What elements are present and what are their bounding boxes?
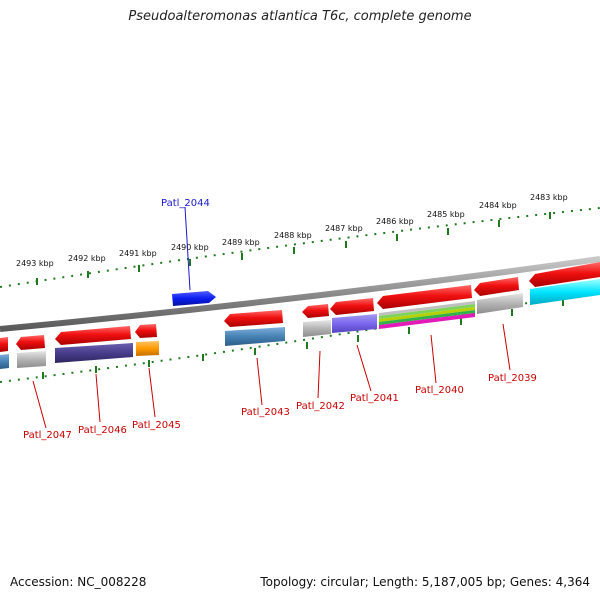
gene-arrow[interactable]: [0, 337, 8, 352]
category-band: [379, 304, 475, 319]
gene-arrow[interactable]: [302, 304, 329, 318]
genome-summary-text: Topology: circular; Length: 5,187,005 bp…: [260, 575, 590, 589]
gene-label-patl-2044[interactable]: Patl_2044: [161, 198, 210, 209]
gene-arrow[interactable]: [474, 277, 519, 296]
category-band: [379, 310, 475, 325]
gene-label-patl-2041[interactable]: Patl_2041: [350, 393, 399, 404]
category-band: [332, 314, 377, 333]
gene-label-patl-2045[interactable]: Patl_2045: [132, 420, 181, 431]
kbp-labels: 2493 kbp 2492 kbp 2491 kbp 2490 kbp 2489…: [16, 193, 568, 268]
gene-arrow[interactable]: [377, 285, 472, 309]
label-leader-lines: [32, 206, 511, 429]
gene-label-patl-2040[interactable]: Patl_2040: [415, 385, 464, 396]
gene-label-patl-2046[interactable]: Patl_2046: [78, 425, 127, 436]
gene-label-patl-2039[interactable]: Patl_2039: [488, 373, 537, 384]
category-band: [136, 341, 159, 356]
kbp-label: 2483 kbp: [530, 193, 568, 202]
gene-arrow[interactable]: [529, 262, 600, 287]
gene-arrow[interactable]: [224, 310, 283, 327]
gene-label-patl-2043[interactable]: Patl_2043: [241, 407, 290, 418]
gene-arrow[interactable]: [135, 324, 157, 338]
category-band: [55, 343, 133, 363]
category-band: [17, 351, 46, 368]
gene-arrows: [0, 262, 600, 352]
genome-backbone: [0, 256, 600, 332]
gene-arrow[interactable]: [16, 335, 45, 350]
gene-label-patl-2042[interactable]: Patl_2042: [296, 401, 345, 412]
gene-label-patl-2047[interactable]: Patl_2047: [23, 430, 72, 441]
kbp-label: 2486 kbp: [376, 217, 414, 226]
category-band: [303, 320, 331, 337]
kbp-label: 2485 kbp: [427, 210, 465, 219]
kbp-label: 2484 kbp: [479, 201, 517, 210]
map-title: Pseudoalteromonas atlantica T6c, complet…: [128, 9, 472, 24]
category-bands: [0, 279, 600, 369]
category-band: [379, 301, 475, 316]
gene-arrow[interactable]: [55, 326, 131, 345]
kbp-label: 2493 kbp: [16, 259, 54, 268]
kbp-label: 2490 kbp: [171, 243, 209, 252]
gene-arrow[interactable]: [330, 298, 374, 315]
kbp-label: 2491 kbp: [119, 249, 157, 258]
kbp-label: 2492 kbp: [68, 254, 106, 263]
category-band: [530, 279, 600, 305]
gene-labels: Patl_2044 Patl_2047 Patl_2046 Patl_2045 …: [23, 198, 537, 441]
category-band: [379, 307, 475, 322]
kbp-label: 2488 kbp: [274, 231, 312, 240]
kbp-label: 2487 kbp: [325, 224, 363, 233]
accession-text: Accession: NC_008228: [10, 575, 147, 589]
category-band: [0, 354, 9, 369]
category-band: [477, 293, 523, 314]
outer-ruler: [0, 207, 600, 288]
category-band: [379, 313, 475, 329]
kbp-label: 2489 kbp: [222, 238, 260, 247]
gene-highlight-arrow[interactable]: [172, 291, 216, 306]
category-band: [225, 327, 285, 346]
